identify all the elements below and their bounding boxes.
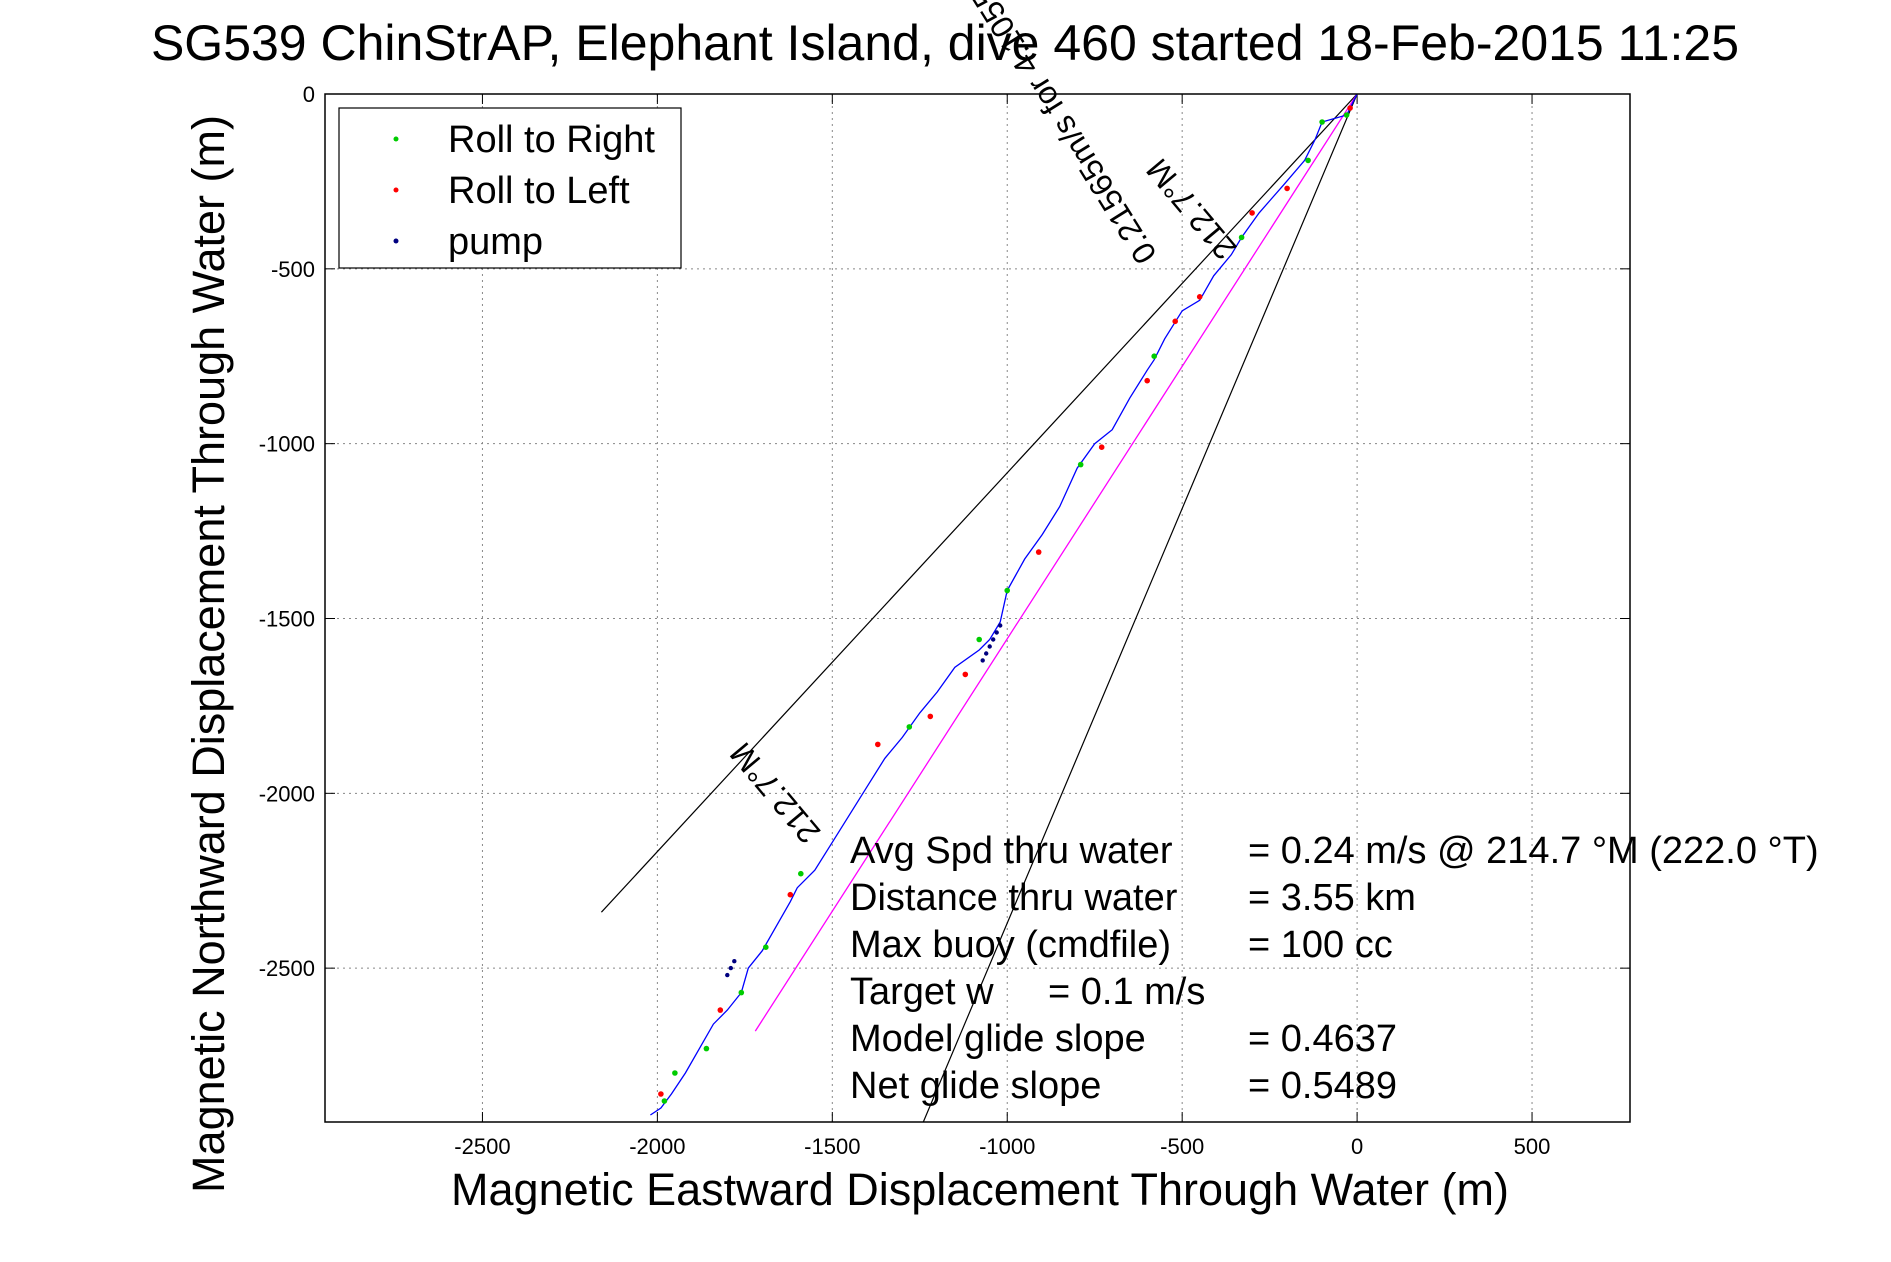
roll-right-point [661, 1098, 668, 1104]
roll-right-point [1319, 119, 1325, 125]
stat-label-distance: Distance thru water [850, 877, 1178, 919]
legend-marker-roll-left [393, 187, 399, 193]
x-tick-label: 500 [1514, 1134, 1551, 1159]
roll-left-point [1347, 105, 1353, 111]
legend-label-roll-right: Roll to Right [448, 119, 655, 161]
x-axis-label: Magnetic Eastward Displacement Through W… [451, 1164, 1509, 1215]
series-layer [600, 94, 1358, 1122]
y-tick-label: 0 [303, 82, 315, 107]
y-tick-label: -500 [271, 257, 315, 282]
roll-left-point [1035, 549, 1042, 555]
pump-point [998, 623, 1003, 628]
roll-left-point [1284, 185, 1290, 192]
pump-point [987, 644, 992, 649]
roll-right-point [1151, 353, 1157, 360]
roll-right-point [1004, 587, 1010, 594]
roll-left-point [787, 891, 794, 898]
x-tick-label: -1500 [804, 1134, 860, 1159]
roll-left-point [962, 671, 969, 678]
pump-point [725, 972, 730, 978]
legend: Roll to Right Roll to Left pump [338, 107, 682, 269]
roll-left-point [1249, 210, 1255, 216]
roll-left-point [1098, 444, 1105, 451]
y-tick-label: -1000 [259, 432, 315, 457]
stat-value-avg-speed: = 0.24 m/s @ 214.7 °M (222.0 °T) [1248, 830, 1819, 872]
x-tick-label: -2500 [454, 1134, 510, 1159]
stats-block: Avg Spd thru water = 0.24 m/s @ 214.7 °M… [850, 830, 1819, 1107]
heading-line-left [600, 94, 1358, 913]
x-tick-label: -2000 [629, 1134, 685, 1159]
chart-title: SG539 ChinStrAP, Elephant Island, dive 4… [151, 15, 1739, 71]
pump-point [732, 959, 737, 964]
roll-left-point [927, 713, 934, 720]
track-line [650, 94, 1358, 1116]
stat-label-avg-speed: Avg Spd thru water [850, 830, 1173, 872]
roll-left-point [658, 1091, 664, 1097]
roll-right-point [976, 636, 982, 643]
y-tick-label: -2500 [259, 956, 315, 981]
pump-point [980, 658, 985, 663]
legend-label-pump: pump [448, 221, 543, 263]
stat-value-max-buoy: = 100 cc [1248, 924, 1393, 966]
y-axis-ticks: 0 -500 -1000 -1500 -2000 -2500 [259, 82, 1630, 981]
pump-point [984, 651, 989, 656]
stat-label-model-glide-slope: Model glide slope [850, 1018, 1146, 1060]
x-tick-label: 0 [1351, 1134, 1363, 1159]
pump-point [728, 965, 733, 971]
roll-right-point [1305, 157, 1311, 164]
x-tick-label: -1000 [979, 1134, 1035, 1159]
legend-marker-pump [393, 238, 399, 244]
roll-right-point [703, 1045, 710, 1052]
stat-label-max-buoy: Max buoy (cmdfile) [850, 924, 1171, 966]
roll-right-point [906, 724, 913, 730]
pump-point [991, 637, 996, 642]
legend-label-roll-left: Roll to Left [448, 170, 630, 212]
roll-left-point [1144, 377, 1150, 384]
x-tick-label: -500 [1160, 1134, 1204, 1159]
roll-right-point [1077, 461, 1084, 468]
roll-left-point [1196, 294, 1203, 300]
plot-frame [324, 93, 1631, 1123]
roll-right-point [798, 870, 804, 877]
roll-right-point [1238, 234, 1245, 241]
stat-label-net-glide-slope: Net glide slope [850, 1065, 1101, 1107]
y-tick-label: -1500 [259, 606, 315, 631]
y-tick-label: -2000 [259, 781, 315, 806]
stat-value-distance: = 3.55 km [1248, 877, 1416, 919]
roll-left-point [717, 1007, 724, 1013]
stat-label-target-w: Target w [850, 971, 994, 1013]
roll-left-point [1172, 318, 1178, 325]
stat-value-net-glide-slope: = 0.5489 [1248, 1065, 1397, 1107]
y-axis-label: Magnetic Northward Displacement Through … [183, 115, 234, 1193]
roll-right-point [672, 1070, 678, 1076]
stat-value-model-glide-slope: = 0.4637 [1248, 1018, 1397, 1060]
net-displacement-line [754, 94, 1358, 1032]
heading-line-right [922, 94, 1358, 1122]
roll-right-point [738, 989, 745, 996]
stat-value-target-w: = 0.1 m/s [1048, 971, 1205, 1013]
roll-left-point [875, 741, 881, 748]
roll-right-point [1343, 112, 1350, 118]
pump-point [994, 630, 999, 635]
roll-right-point [763, 944, 769, 950]
x-axis-ticks: -2500 -2000 -1500 -1000 -500 0 500 [454, 94, 1550, 1159]
legend-marker-roll-right [393, 136, 399, 142]
